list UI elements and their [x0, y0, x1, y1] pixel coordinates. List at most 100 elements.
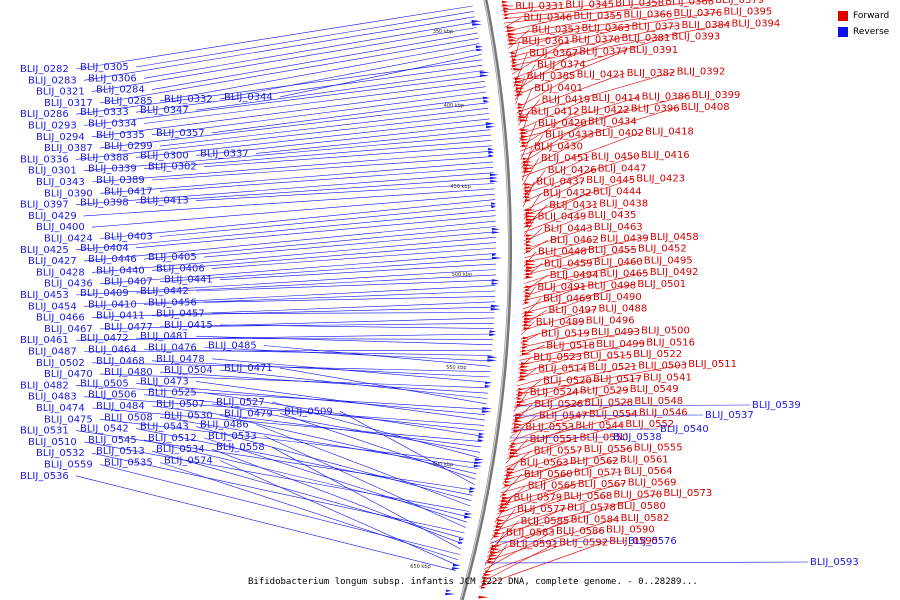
reverse-leader-line: [91, 193, 495, 228]
forward-gene-label: BLIJ_0488: [599, 304, 648, 315]
forward-swatch: [838, 11, 848, 21]
forward-leader-line: [510, 415, 538, 438]
forward-gene-label: BLIJ_0358: [615, 0, 664, 9]
forward-leader-line: [522, 286, 536, 306]
forward-gene-arrow: [522, 346, 528, 349]
reverse-gene-arrow: [483, 96, 491, 100]
reverse-leader-line: [83, 220, 496, 262]
reverse-leader-line: [151, 91, 487, 136]
forward-leader-line: [508, 27, 580, 54]
reverse-gene-label: BLIJ_0457: [156, 309, 205, 320]
forward-leader-line: [522, 154, 639, 195]
reverse-gene-arrow: [491, 256, 502, 260]
forward-leader-line: [510, 24, 680, 62]
reverse-leader-line: [91, 407, 482, 442]
forward-gene-label: BLIJ_0361: [522, 36, 571, 47]
forward-gene-arrow: [507, 467, 516, 471]
forward-leader-line: [523, 261, 592, 284]
reverse-gene-label: BLIJ_0505: [80, 378, 129, 389]
reverse-leader-line: [203, 347, 492, 362]
reverse-gene-arrow: [452, 563, 461, 567]
forward-gene-arrow: [507, 32, 517, 36]
forward-leader-line: [498, 470, 622, 506]
reverse-gene-label: BLIJ_0559: [44, 460, 93, 471]
reverse-leader-line: [151, 360, 490, 378]
forward-gene-arrow: [523, 163, 534, 167]
forward-leader-line: [519, 343, 595, 361]
forward-gene-label: BLIJ_0469: [543, 294, 592, 305]
forward-leader-line: [496, 483, 576, 515]
forward-gene-arrow: [520, 135, 529, 138]
forward-gene-arrow: [516, 90, 524, 93]
reverse-gene-label: BLIJ_0285: [104, 96, 153, 107]
forward-leader-line: [494, 497, 512, 523]
backbone-highlight: [460, 0, 510, 600]
forward-gene-label: BLIJ_0421: [577, 70, 626, 81]
forward-gene-label: BLIJ_0497: [549, 305, 598, 316]
reverse-gene-label: BLIJ_0417: [104, 186, 153, 197]
forward-gene-label: BLIJ_0458: [650, 232, 699, 243]
forward-leader-line: [495, 482, 626, 519]
scale-ticks: 350 kbp 400 kbp 450 kbp 500 kbp 550 kbp 600 k…: [410, 29, 472, 570]
forward-gene-label: BLIJ_0519: [541, 329, 590, 340]
forward-gene-arrow: [518, 112, 524, 116]
forward-leader-line: [506, 423, 624, 459]
forward-gene-arrow: [495, 528, 502, 532]
reverse-leader-line: [75, 385, 487, 410]
forward-gene-arrow: [522, 349, 528, 353]
forward-gene-label: BLIJ_0377: [579, 46, 628, 57]
forward-gene-arrow: [521, 352, 532, 356]
forward-gene-arrow: [519, 375, 528, 378]
reverse-gene-label: BLIJ_0424: [44, 234, 93, 245]
forward-gene-arrow: [515, 83, 524, 87]
forward-leader-line: [503, 1, 664, 20]
forward-leader-line: [521, 131, 644, 178]
reverse-gene-label: BLIJ_0479: [224, 408, 273, 419]
forward-leader-line: [523, 260, 642, 289]
reverse-leader-line: [83, 188, 495, 217]
reverse-gene-label: BLIJ_0510: [28, 437, 77, 448]
reverse-leader-line: [255, 129, 491, 154]
reverse-gene-label: BLIJ_0454: [28, 301, 77, 312]
reverse-leader-line: [219, 369, 488, 399]
reverse-gene-label: BLIJ_0534: [156, 444, 205, 455]
forward-leader-line: [515, 363, 687, 395]
reverse-gene-label: BLIJ_0415: [164, 320, 213, 331]
reverse-gene-arrow: [490, 304, 501, 308]
reverse-leader-line: [99, 199, 496, 239]
forward-gene-label: BLIJ_0463: [594, 222, 643, 233]
forward-gene-label: BLIJ_0384: [682, 20, 731, 31]
reverse-gene-label: BLIJ_0509: [284, 406, 333, 417]
forward-gene-label: BLIJ_0564: [624, 466, 673, 477]
forward-gene-label: BLIJ_0584: [571, 514, 620, 525]
reverse-gene-arrow: [474, 461, 484, 465]
forward-gene-label: BLIJ_0514: [538, 364, 587, 375]
forward-leader-line: [521, 308, 597, 331]
reverse-gene-arrow: [446, 589, 452, 593]
reverse-leader-lines: [75, 5, 809, 571]
forward-gene-arrow: [483, 576, 490, 580]
forward-gene-label: BLIJ_0393: [672, 32, 721, 43]
reverse-gene-label: BLIJ_0593: [810, 557, 859, 568]
reverse-gene-label: BLIJ_0332: [164, 94, 213, 105]
forward-gene-label: BLIJ_0495: [644, 255, 693, 266]
forward-gene-label: BLIJ_0492: [650, 267, 699, 278]
reverse-gene-label: BLIJ_0480: [104, 367, 153, 378]
forward-gene-label: BLIJ_0460: [594, 257, 643, 268]
forward-gene-label: BLIJ_0571: [574, 468, 623, 479]
forward-leader-line: [521, 296, 592, 323]
forward-gene-label: BLIJ_0511: [688, 359, 737, 370]
reverse-gene-arrow: [452, 567, 461, 570]
forward-gene-label: BLIJ_0595: [609, 536, 658, 547]
reverse-gene-label: BLIJ_0472: [80, 333, 129, 344]
reverse-gene-label: BLIJ_0471: [224, 363, 273, 374]
forward-gene-arrow: [514, 419, 523, 423]
forward-gene-arrow: [521, 138, 529, 141]
reverse-leader-line: [159, 43, 480, 102]
reverse-gene-label: BLIJ_0542: [80, 424, 129, 435]
reverse-leader-line: [211, 312, 495, 314]
forward-gene-arrow: [525, 266, 535, 269]
reverse-leader-line: [271, 401, 480, 458]
forward-leader-line: [507, 425, 574, 455]
forward-gene-label: BLIJ_0550: [580, 432, 629, 443]
